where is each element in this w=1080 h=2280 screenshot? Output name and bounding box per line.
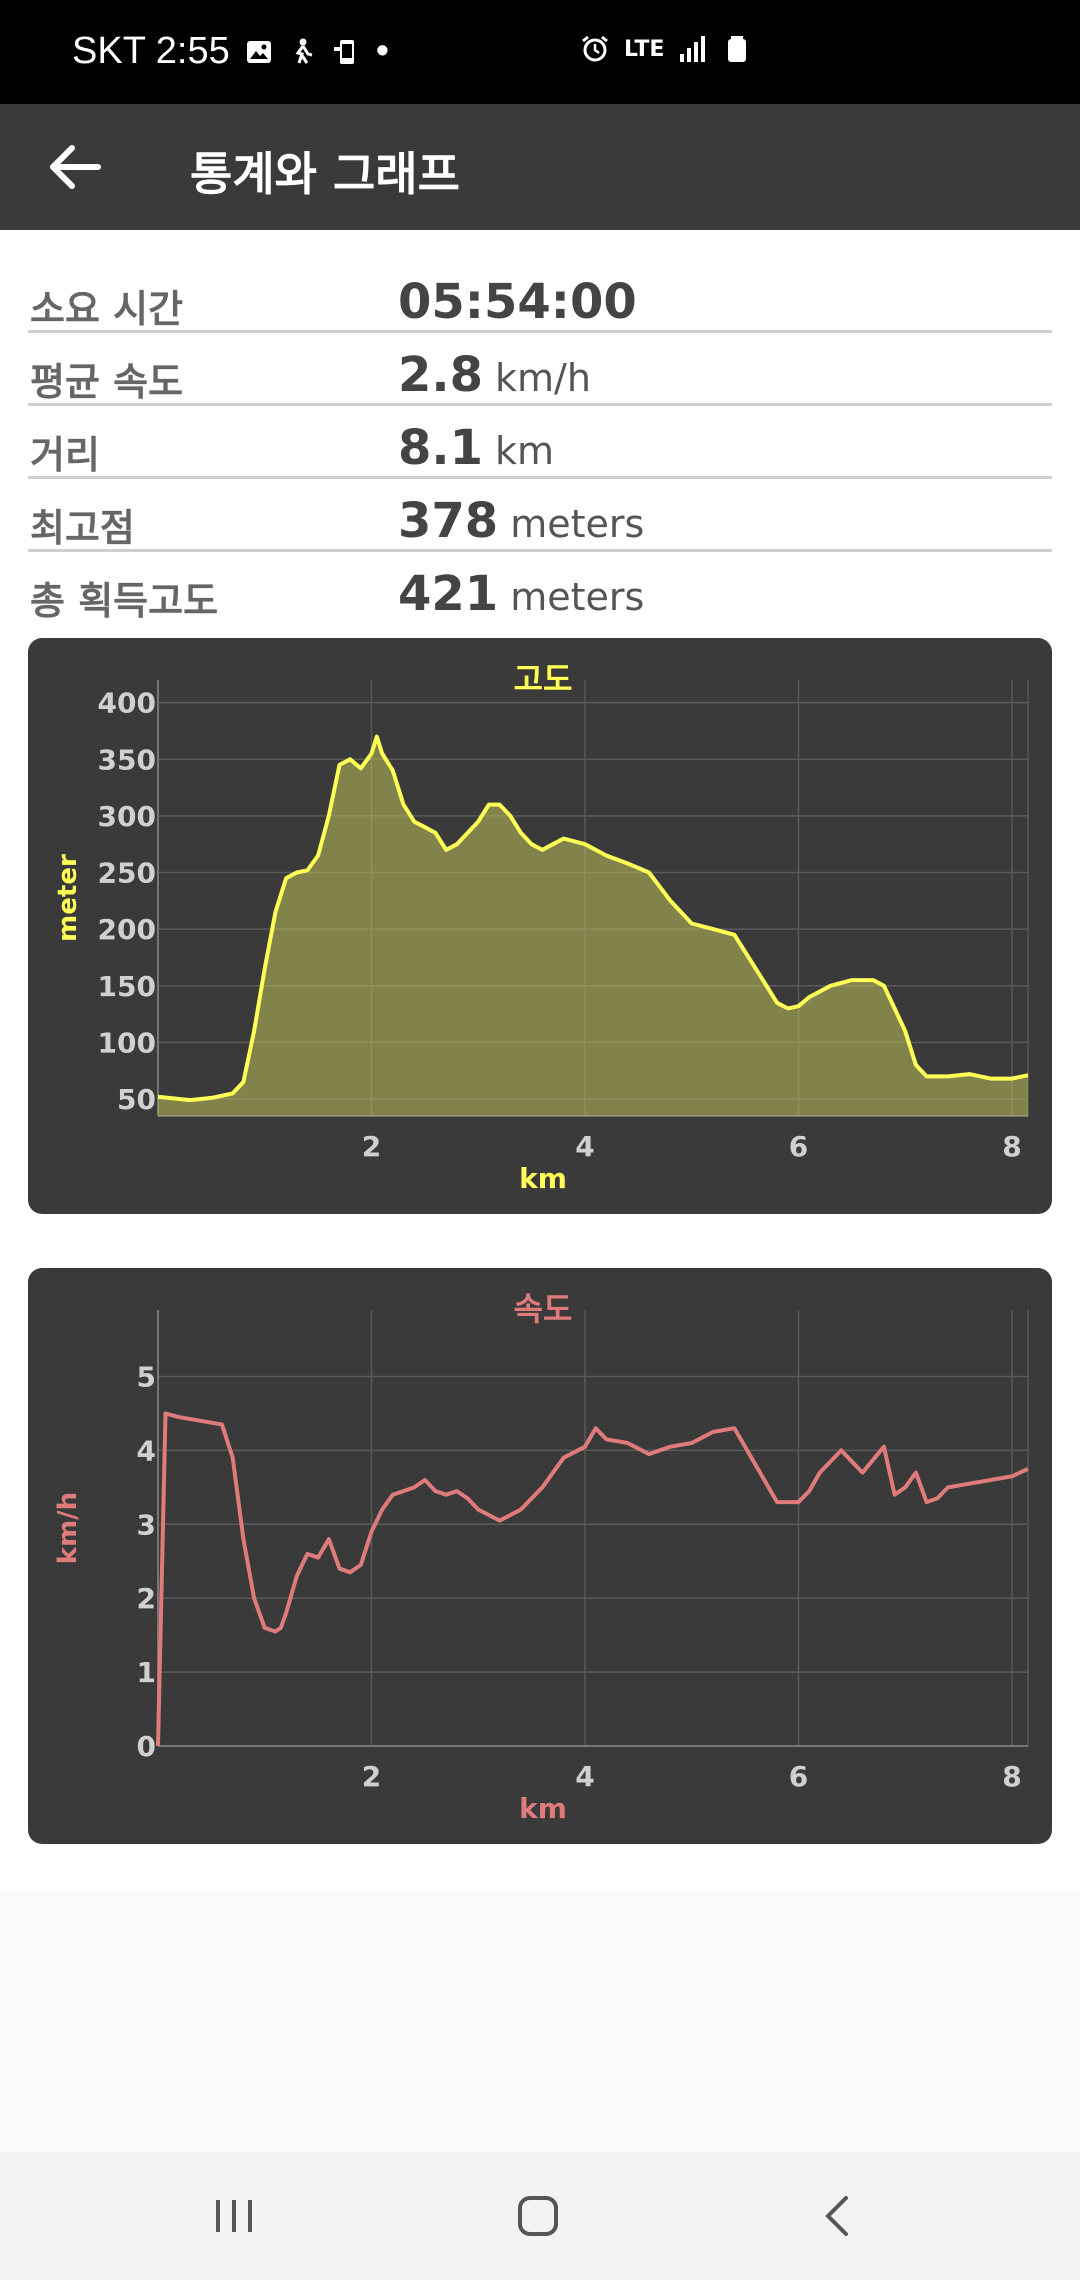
y-tick-label: 300	[98, 800, 156, 833]
stat-unit: meters	[510, 502, 645, 546]
series-line	[156, 1411, 1029, 1747]
chart-title: 고도	[514, 660, 573, 698]
y-tick-label: 0	[137, 1730, 156, 1763]
stat-label: 총 획득고도	[30, 579, 219, 623]
status-dot: •	[375, 30, 390, 72]
x-tick-label: 8	[1002, 1130, 1021, 1163]
y-tick-label: 400	[98, 687, 156, 720]
y-tick-label: 2	[137, 1582, 156, 1615]
network-type: LTE	[624, 36, 665, 62]
stat-value: 8.1 km	[398, 420, 554, 476]
x-axis-label: km	[519, 1162, 567, 1195]
stat-unit: km	[495, 429, 555, 473]
stat-unit: meters	[510, 575, 645, 619]
y-tick-label: 350	[98, 743, 156, 776]
signal-icon	[680, 36, 706, 62]
y-tick-label: 5	[137, 1361, 156, 1394]
stat-number: 8.1	[398, 420, 484, 476]
y-tick-label: 200	[98, 913, 156, 946]
stat-row-avg-speed: 평균 속도 2.8 km/h	[28, 333, 1052, 406]
x-tick-label: 2	[362, 1760, 381, 1793]
speed-chart-svg: 2 4 6 8 0 1 2 3 4 5 속도 km km/h	[53, 1290, 1029, 1825]
stat-value: 2.8 km/h	[398, 347, 591, 403]
phone-share-icon	[333, 39, 354, 64]
chart-title: 속도	[514, 1290, 573, 1328]
battery-icon	[728, 36, 747, 62]
carrier-time: SKT 2:55	[72, 30, 230, 72]
stat-label: 소요 시간	[30, 287, 184, 331]
x-tick-label: 6	[789, 1130, 808, 1163]
stats-table: 소요 시간 05:54:00 평균 속도 2.8 km/h 거리 8.1 km 최고…	[28, 260, 1052, 623]
status-right: LTE	[580, 34, 752, 64]
x-tick-label: 4	[575, 1760, 594, 1793]
x-tick-label: 2	[362, 1130, 381, 1163]
recent-apps-icon[interactable]	[204, 2186, 264, 2246]
stat-value: 05:54:00	[398, 274, 637, 330]
x-axis-label: km	[519, 1792, 567, 1825]
stat-unit: km/h	[495, 356, 591, 400]
y-axis-label: km/h	[53, 1492, 83, 1564]
status-bar: SKT 2:55 • LTE	[0, 0, 1080, 104]
y-tick-label: 100	[98, 1026, 156, 1059]
y-tick-label: 250	[98, 857, 156, 890]
alarm-icon	[582, 35, 608, 62]
stat-row-total-ascent: 총 획득고도 421 meters	[28, 552, 1052, 623]
system-nav-bar	[0, 2152, 1080, 2280]
elevation-area	[158, 736, 1028, 1116]
stat-label: 평균 속도	[30, 360, 184, 404]
stat-row-distance: 거리 8.1 km	[28, 406, 1052, 479]
stat-label: 거리	[30, 433, 100, 477]
x-tick-label: 6	[789, 1760, 808, 1793]
stat-row-duration: 소요 시간 05:54:00	[28, 260, 1052, 333]
app-bar: 통계와 그래프	[0, 104, 1080, 230]
elevation-chart-svg: 2 4 6 8 50 100 150 200 250 300 350 400 고도 km meter	[53, 660, 1029, 1195]
elevation-chart: 2 4 6 8 50 100 150 200 250 300 350 400 고도 km meter	[28, 638, 1052, 1214]
status-left: SKT 2:55 •	[72, 30, 389, 73]
speed-chart: 2 4 6 8 0 1 2 3 4 5 속도 km km/h	[28, 1268, 1052, 1844]
stat-number: 421	[398, 566, 499, 622]
y-tick-label: 4	[137, 1434, 156, 1467]
stat-value: 378 meters	[398, 493, 644, 549]
home-icon[interactable]	[508, 2186, 568, 2246]
stat-number: 05:54:00	[398, 274, 637, 330]
page-title: 통계와 그래프	[190, 147, 460, 201]
x-tick-label: 4	[575, 1130, 594, 1163]
y-tick-label: 1	[137, 1656, 156, 1689]
x-tick-label: 8	[1002, 1760, 1021, 1793]
y-axis-label: meter	[53, 854, 83, 942]
y-tick-label: 50	[117, 1083, 156, 1116]
stat-value: 421 meters	[398, 566, 644, 622]
series-line	[157, 734, 1029, 1103]
stat-label: 최고점	[30, 506, 135, 550]
stat-row-highest-point: 최고점 378 meters	[28, 479, 1052, 552]
gallery-icon	[246, 40, 271, 63]
back-arrow-icon[interactable]	[40, 132, 110, 202]
y-tick-label: 150	[98, 970, 156, 1003]
back-nav-icon[interactable]	[808, 2186, 868, 2246]
content-area: 소요 시간 05:54:00 평균 속도 2.8 km/h 거리 8.1 km 최고…	[0, 230, 1080, 1890]
hiker-icon	[295, 38, 313, 64]
y-tick-label: 3	[137, 1508, 156, 1541]
stat-number: 2.8	[398, 347, 484, 403]
stat-number: 378	[398, 493, 499, 549]
